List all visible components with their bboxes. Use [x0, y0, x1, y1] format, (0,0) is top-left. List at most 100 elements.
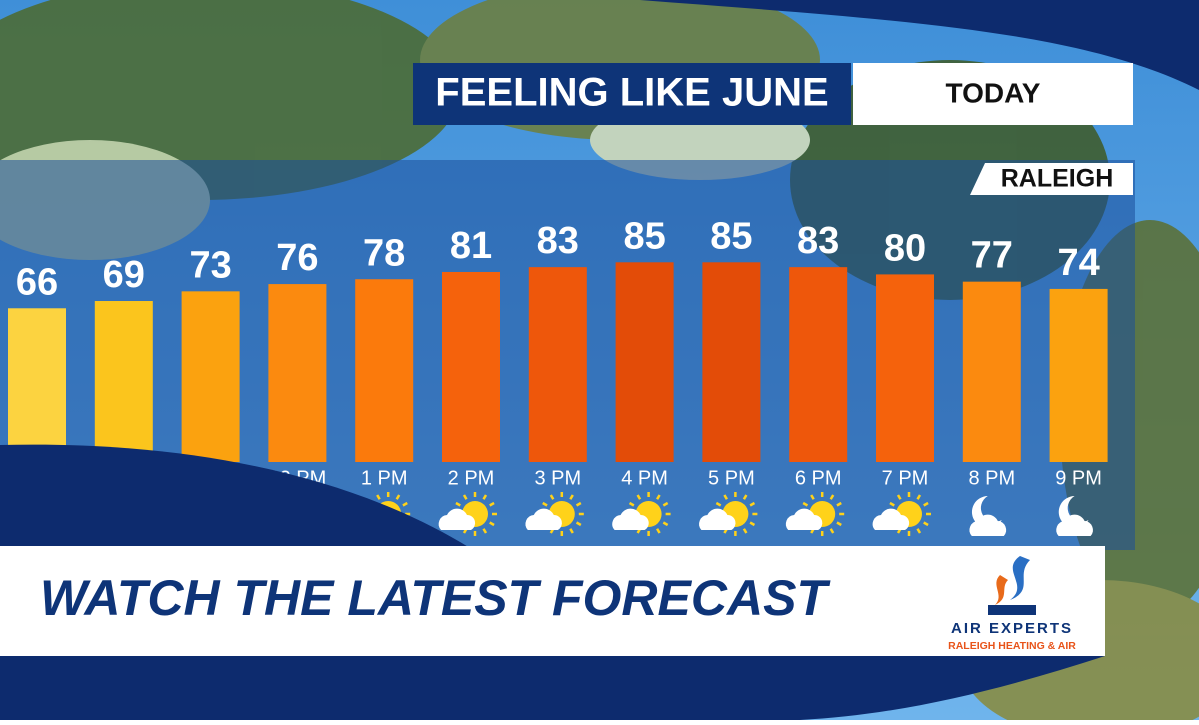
location-label: RALEIGH: [1001, 165, 1114, 193]
weather-icon: [785, 492, 845, 536]
location-box: [970, 163, 1133, 195]
cloud: [872, 508, 910, 530]
weather-icon: [1056, 496, 1093, 536]
cloud: [969, 514, 1007, 536]
x-tick-label: 3 PM: [534, 467, 581, 489]
x-tick-label: 2 PM: [448, 467, 495, 489]
x-tick-label: 1 PM: [361, 467, 408, 489]
bar: [355, 279, 414, 462]
weather-icon: [872, 492, 931, 536]
sun-ray: [569, 494, 574, 500]
weather-icon: [612, 492, 671, 536]
sun-ray: [575, 501, 582, 507]
sponsor-logo: AIR EXPERTS RALEIGH HEATING & AIR: [948, 556, 1076, 652]
weather-icon: [969, 496, 1007, 536]
sun-ray: [829, 494, 835, 500]
cloud: [438, 508, 476, 530]
sun-ray: [376, 494, 381, 500]
weather-icon: [699, 492, 758, 536]
day-label: TODAY: [946, 77, 1041, 108]
weather-icon: [525, 492, 584, 536]
value-label: 73: [189, 244, 231, 286]
title: FEELING LIKE JUNE: [435, 71, 828, 115]
cloud: [699, 508, 736, 530]
bar: [615, 262, 674, 462]
x-tick-label: 4 PM: [621, 467, 668, 489]
sun-ray: [889, 501, 895, 507]
sponsor-tagline: RALEIGH HEATING & AIR: [948, 640, 1076, 652]
sun-ray: [462, 494, 468, 500]
sun-ray: [575, 521, 582, 527]
bar: [181, 291, 240, 462]
top-swoosh: [640, 0, 1199, 90]
sun-ray: [489, 501, 495, 507]
value-label: 74: [1057, 242, 1099, 284]
value-label: 77: [971, 235, 1013, 277]
bar: [528, 267, 587, 462]
sun-ray: [896, 494, 902, 500]
sun-ray: [489, 521, 495, 527]
sun-ray: [569, 528, 574, 534]
sun-ray: [742, 528, 748, 534]
sponsor-name: AIR EXPERTS: [951, 620, 1073, 637]
banner-box: [0, 546, 1105, 656]
bottom-bar: [0, 656, 1105, 720]
sun-ray: [482, 528, 488, 534]
sun-ray: [636, 494, 642, 500]
value-label: 66: [16, 261, 58, 303]
cloud: [612, 508, 649, 530]
title-box: [413, 63, 851, 125]
weather-icon: [438, 492, 497, 536]
value-label: 85: [623, 215, 665, 257]
bar: [702, 262, 761, 462]
bar: [442, 271, 500, 462]
sun-ray: [916, 528, 922, 534]
value-label: 85: [710, 215, 752, 257]
value-label: 69: [103, 254, 145, 296]
value-label: 78: [363, 232, 405, 274]
day-box: [853, 63, 1133, 125]
sun-ray: [802, 501, 809, 507]
sun-ray: [656, 494, 661, 500]
sun-ray: [916, 494, 922, 500]
bar: [8, 308, 66, 462]
sun-ray: [810, 494, 815, 500]
sun-ray: [662, 501, 669, 507]
sun-ray: [482, 494, 488, 500]
value-label: 80: [884, 227, 926, 269]
sun-ray: [723, 494, 728, 500]
x-tick-label: 8 PM: [968, 467, 1015, 489]
cloud: [1056, 514, 1093, 536]
x-tick-label: 6 PM: [795, 467, 842, 489]
sun-ray: [749, 501, 756, 507]
bottom-left-swoosh: [0, 444, 470, 548]
cloud: [525, 508, 562, 530]
sun-ray: [662, 521, 669, 527]
sun-ray: [923, 521, 929, 527]
bar: [268, 284, 327, 462]
value-label: 76: [276, 237, 318, 279]
sun-ray: [549, 494, 555, 500]
sun-ray: [836, 501, 842, 507]
bar: [962, 281, 1021, 462]
bar: [876, 274, 934, 462]
value-label: 81: [450, 225, 492, 267]
sun-ray: [395, 494, 401, 500]
value-label: 83: [797, 220, 839, 262]
sun-ray: [715, 501, 722, 507]
sun-ray: [923, 501, 929, 507]
banner-text[interactable]: WATCH THE LATEST FORECAST: [40, 570, 831, 626]
sun-ray: [656, 528, 661, 534]
x-tick-label: 9 PM: [1055, 467, 1102, 489]
sun-ray: [836, 521, 842, 527]
cloud: [785, 508, 823, 530]
sun-ray: [829, 528, 835, 534]
value-label: 83: [537, 220, 579, 262]
sun-ray: [455, 501, 461, 507]
bar: [1049, 288, 1108, 462]
sun-ray: [749, 521, 756, 527]
sun-ray: [742, 494, 748, 500]
bar: [94, 301, 153, 462]
